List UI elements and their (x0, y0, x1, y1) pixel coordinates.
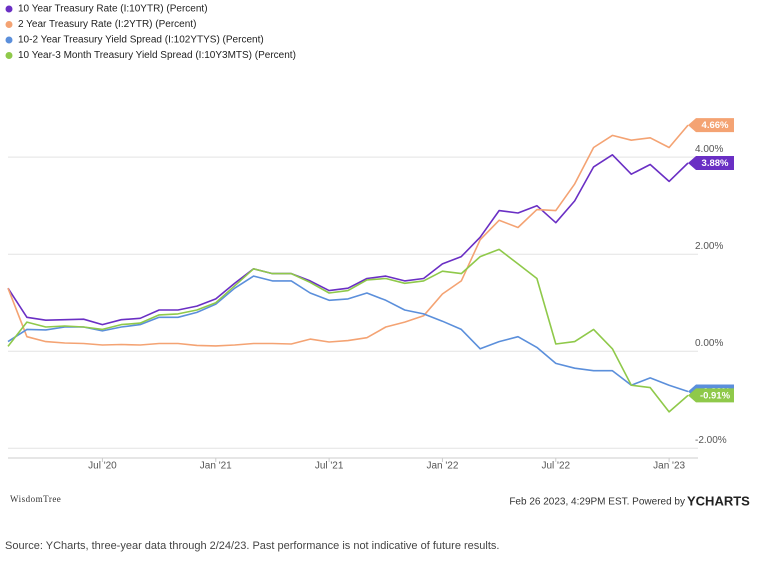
x-tick-label: Jan '23 (653, 461, 685, 472)
value-tag (688, 156, 734, 171)
value-tag (688, 118, 734, 133)
source-note: Source: YCharts, three-year data through… (5, 540, 499, 552)
x-tick-label: Jan '21 (200, 461, 232, 472)
legend-label: 10 Year Treasury Rate (I:10YTR) (Percent… (18, 4, 208, 15)
logo: WisdomTree (10, 494, 61, 504)
value-label: 4.66% (702, 120, 729, 131)
series-line (7, 124, 689, 347)
legend-marker (5, 5, 13, 13)
y-tick-label: 4.00% (695, 144, 723, 155)
series-line (7, 275, 689, 393)
x-tick-label: Jul '21 (315, 461, 344, 472)
legend-label: 2 Year Treasury Rate (I:2YTR) (Percent) (18, 19, 196, 30)
x-tick-label: Jul '22 (541, 461, 570, 472)
legend-marker (5, 52, 13, 59)
legend-marker (5, 21, 13, 28)
value-label: -0.91% (700, 390, 731, 401)
y-tick-label: 0.00% (695, 338, 723, 349)
legend-marker (5, 36, 13, 44)
x-tick-label: Jan '22 (426, 461, 458, 472)
y-tick-label: 2.00% (695, 241, 723, 252)
timestamp: Feb 26 2023, 4:29PM EST. Powered by (509, 497, 685, 508)
series-line (7, 154, 689, 326)
y-tick-label: -2.00% (695, 435, 727, 446)
value-label: 3.88% (702, 158, 729, 169)
legend-label: 10 Year-3 Month Treasury Yield Spread (I… (18, 50, 296, 61)
legend-label: 10-2 Year Treasury Yield Spread (I:102YT… (18, 35, 264, 46)
series-line (7, 248, 689, 413)
brand: YCHARTS (687, 493, 750, 508)
x-tick-label: Jul '20 (88, 461, 117, 472)
value-tag (688, 388, 734, 403)
